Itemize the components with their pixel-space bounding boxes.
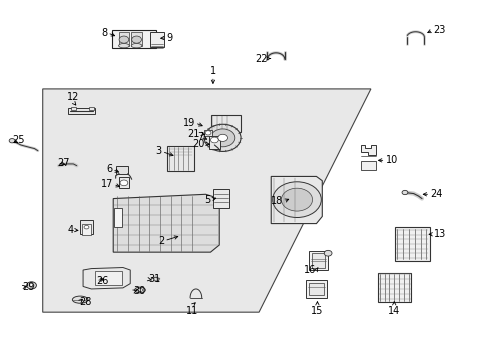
Circle shape [210,129,234,147]
Bar [68,108,95,113]
Text: 20: 20 [192,139,204,149]
Bar [95,271,122,285]
Text: 18: 18 [270,197,283,206]
Bar [81,224,91,235]
Circle shape [324,250,331,256]
Circle shape [272,182,321,217]
Bar [114,208,122,227]
Text: 23: 23 [432,25,445,35]
Bar [203,130,212,136]
Circle shape [29,284,34,287]
Text: 11: 11 [185,306,198,316]
Circle shape [131,36,141,43]
Bar [80,220,93,234]
Ellipse shape [131,44,142,48]
Text: 31: 31 [148,274,160,284]
Circle shape [281,188,312,211]
Bar [166,147,193,171]
Text: 1: 1 [209,66,216,76]
Text: 10: 10 [385,156,397,165]
Text: 5: 5 [204,195,210,204]
Circle shape [210,137,218,143]
Bar [112,30,155,48]
Polygon shape [42,89,370,312]
Bar [308,283,323,296]
Bar [377,273,410,302]
Circle shape [204,131,210,135]
Text: 3: 3 [155,147,162,157]
Text: 13: 13 [433,229,446,239]
Bar [131,32,142,46]
Circle shape [401,190,407,195]
Bar [394,227,429,261]
Circle shape [120,180,127,186]
Text: 22: 22 [255,54,267,64]
Bar [116,166,128,174]
Bar [118,177,129,188]
Text: 26: 26 [96,276,108,286]
Text: 7: 7 [197,132,203,142]
Text: 24: 24 [429,189,442,199]
Text: 8: 8 [101,28,107,38]
Bar [149,32,164,47]
Bar [71,107,76,110]
Ellipse shape [134,287,145,293]
Bar [311,253,325,268]
Bar [361,161,375,170]
Ellipse shape [118,44,129,48]
Circle shape [84,225,89,229]
Circle shape [119,36,128,43]
Text: 15: 15 [310,306,323,316]
Text: 14: 14 [387,306,400,316]
Text: 25: 25 [12,135,24,145]
Ellipse shape [137,289,142,292]
Bar [208,136,219,149]
Text: 19: 19 [183,118,195,128]
Bar [210,115,241,132]
Bar [118,32,129,46]
Circle shape [27,282,36,289]
Polygon shape [361,145,375,155]
Bar [305,280,326,297]
Bar [308,251,327,270]
Text: 6: 6 [106,164,112,174]
Text: 16: 16 [304,265,316,275]
Text: 17: 17 [101,179,113,189]
Circle shape [203,124,241,152]
Text: 27: 27 [57,158,70,168]
Text: 29: 29 [22,282,34,292]
Text: 30: 30 [133,287,145,296]
Text: 4: 4 [67,225,73,235]
Polygon shape [113,194,219,252]
Polygon shape [83,267,130,289]
Text: 2: 2 [158,236,164,246]
Text: 9: 9 [166,33,172,43]
Circle shape [9,139,15,143]
Text: 28: 28 [79,297,91,307]
Text: 21: 21 [187,129,200,139]
Circle shape [217,134,227,141]
Bar [89,107,94,110]
Text: 12: 12 [67,92,80,102]
Ellipse shape [72,296,88,303]
Polygon shape [271,176,322,224]
Bar [213,189,228,208]
